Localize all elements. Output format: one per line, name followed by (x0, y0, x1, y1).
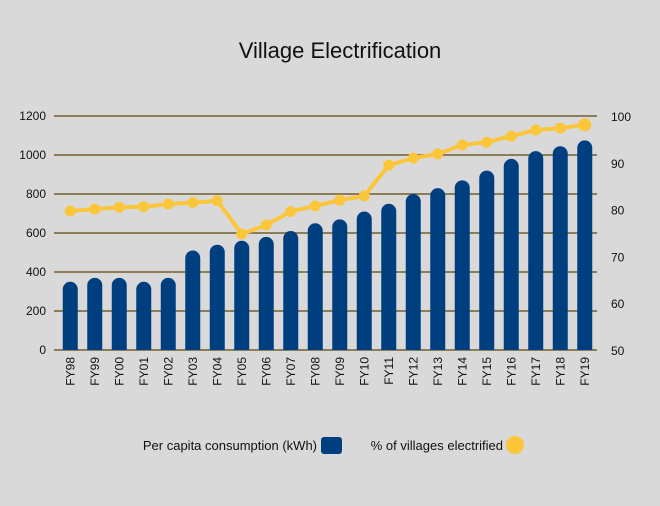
left-tick-label: 400 (26, 265, 46, 279)
bar-FY02 (160, 277, 176, 350)
line-point-FY12 (407, 152, 419, 164)
left-tick-label: 200 (26, 304, 46, 318)
line-point-FY05 (236, 228, 248, 240)
line-point-FY01 (138, 201, 150, 213)
x-tick-label: FY00 (112, 357, 126, 386)
x-tick-label: FY19 (578, 357, 592, 386)
x-tick-label: FY12 (406, 357, 420, 386)
x-tick-label: FY15 (480, 357, 494, 386)
line-point-FY16 (505, 130, 517, 142)
left-tick-label: 1000 (19, 148, 46, 162)
bar-FY08 (307, 223, 323, 350)
left-axis: 0 200 400 600 800 1000 1200 (19, 109, 46, 357)
bar-FY01 (136, 281, 152, 350)
left-tick-label: 800 (26, 187, 46, 201)
x-tick-label: FY98 (63, 357, 77, 386)
x-tick-label: FY03 (186, 357, 200, 386)
bar-FY19 (577, 140, 593, 350)
bar-FY06 (258, 236, 274, 350)
line-point-FY13 (432, 148, 444, 160)
x-tick-label: FY07 (284, 357, 298, 386)
x-axis: FY98 FY99 FY00 FY01 FY02 FY03 FY04 FY05 FY06 FY07… (63, 357, 592, 386)
line-point-FY11 (383, 159, 395, 171)
x-tick-label: FY14 (455, 357, 469, 386)
right-axis: 50 60 70 80 90 100 (611, 110, 631, 358)
line-point-FY02 (162, 198, 174, 210)
line-point-FY06 (260, 219, 272, 231)
bar-FY03 (185, 250, 201, 350)
line-point-FY03 (187, 197, 199, 209)
x-tick-label: FY18 (553, 357, 567, 386)
legend-label-consumption: Per capita consumption (kWh) (143, 438, 317, 453)
line-point-FY17 (530, 124, 542, 136)
x-tick-label: FY02 (161, 357, 175, 386)
bar-FY00 (111, 277, 127, 350)
line-point-FY15 (481, 136, 493, 148)
line-point-FY18 (554, 122, 566, 134)
x-tick-label: FY13 (431, 357, 445, 386)
right-tick-label: 100 (611, 110, 631, 124)
chart-title: Village Electrification (239, 38, 442, 63)
line-point-FY07 (285, 205, 297, 217)
left-tick-label: 1200 (19, 109, 46, 123)
bar-FY15 (479, 170, 495, 350)
bar-FY04 (209, 244, 225, 350)
line-point-FY14 (456, 139, 468, 151)
line-path (70, 122, 586, 236)
bar-FY10 (356, 211, 372, 350)
line-point-FY09 (334, 194, 346, 206)
x-tick-label: FY09 (333, 357, 347, 386)
x-tick-label: FY05 (235, 357, 249, 386)
bar-FY18 (552, 146, 568, 350)
legend: Per capita consumption (kWh) % of villag… (143, 436, 524, 454)
x-tick-label: FY17 (529, 357, 543, 386)
legend-swatch-consumption (321, 437, 342, 454)
bar-FY09 (332, 219, 348, 350)
bar-FY12 (405, 194, 421, 350)
bar-FY07 (283, 231, 299, 350)
line-point-FY08 (309, 200, 321, 212)
line-point-FY04 (211, 195, 223, 207)
line-series (64, 118, 592, 240)
x-tick-label: FY10 (357, 357, 371, 386)
legend-label-villages: % of villages electrified (371, 438, 503, 453)
bar-series (62, 140, 593, 350)
right-tick-label: 90 (611, 157, 625, 171)
bar-FY14 (454, 180, 470, 350)
left-tick-label: 0 (39, 343, 46, 357)
line-point-FY10 (358, 190, 370, 202)
legend-swatch-villages (506, 436, 524, 454)
line-point-FY99 (89, 203, 101, 215)
bar-FY17 (528, 151, 544, 350)
bar-FY13 (430, 188, 446, 350)
right-tick-label: 50 (611, 344, 625, 358)
x-tick-label: FY04 (210, 357, 224, 386)
left-tick-label: 600 (26, 226, 46, 240)
right-tick-label: 80 (611, 204, 625, 218)
bar-FY05 (234, 240, 250, 350)
bar-FY11 (381, 203, 397, 350)
line-point-FY00 (113, 201, 125, 213)
x-tick-label: FY01 (137, 357, 151, 386)
x-tick-label: FY11 (382, 357, 396, 385)
x-tick-label: FY08 (308, 357, 322, 386)
x-tick-label: FY16 (504, 357, 518, 386)
bar-FY98 (62, 281, 78, 350)
bar-FY16 (503, 158, 519, 350)
right-tick-label: 60 (611, 297, 625, 311)
x-tick-label: FY99 (88, 357, 102, 386)
line-point-FY19 (578, 118, 592, 132)
bar-FY99 (87, 277, 103, 350)
x-tick-label: FY06 (259, 357, 273, 386)
line-point-FY98 (64, 205, 76, 217)
right-tick-label: 70 (611, 250, 625, 264)
